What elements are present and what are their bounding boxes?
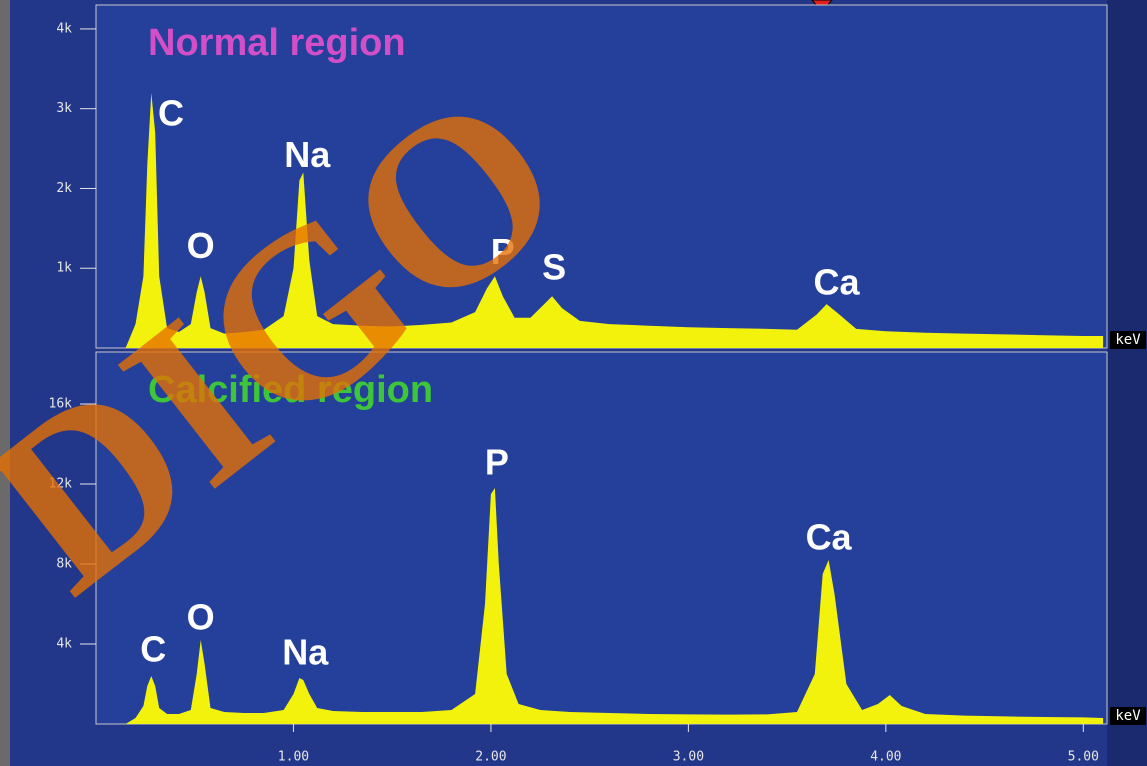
peak-label: C bbox=[158, 92, 184, 133]
x-tick-label: 4.00 bbox=[870, 750, 901, 765]
peak-label: O bbox=[187, 225, 215, 266]
peak-label: Ca bbox=[806, 517, 853, 558]
peak-label: Na bbox=[282, 632, 329, 673]
y-tick-label: 8k bbox=[56, 557, 72, 572]
y-tick-label: 16k bbox=[49, 397, 73, 412]
right-strip bbox=[1107, 0, 1147, 766]
peak-label: P bbox=[485, 442, 509, 483]
peak-label: Na bbox=[284, 134, 331, 175]
peak-label: S bbox=[542, 247, 566, 288]
peak-label: O bbox=[187, 597, 215, 638]
panel-title: Normal region bbox=[148, 22, 406, 64]
plot-area bbox=[95, 4, 1108, 349]
x-tick-label: 2.00 bbox=[475, 750, 506, 765]
left-strip bbox=[0, 0, 10, 766]
x-tick-label: 3.00 bbox=[673, 750, 704, 765]
x-tick-label: 1.00 bbox=[278, 750, 309, 765]
x-axis-label: keV bbox=[1115, 332, 1141, 348]
peak-label: P bbox=[491, 231, 515, 272]
x-tick-label: 5.00 bbox=[1068, 750, 1099, 765]
unit-box bbox=[1110, 331, 1146, 349]
panel-title: Calcified region bbox=[148, 369, 433, 411]
y-tick-label: 4k bbox=[56, 637, 72, 652]
y-tick-label: 1k bbox=[56, 261, 72, 276]
x-axis-label: keV bbox=[1115, 708, 1141, 724]
plot-area bbox=[95, 351, 1108, 725]
y-tick-label: 2k bbox=[56, 181, 72, 196]
peak-label: Ca bbox=[813, 261, 860, 302]
y-tick-label: 12k bbox=[49, 477, 73, 492]
y-tick-label: 3k bbox=[56, 101, 72, 116]
peak-label: C bbox=[140, 629, 166, 670]
unit-box bbox=[1110, 707, 1146, 725]
y-tick-label: 4k bbox=[56, 21, 72, 36]
